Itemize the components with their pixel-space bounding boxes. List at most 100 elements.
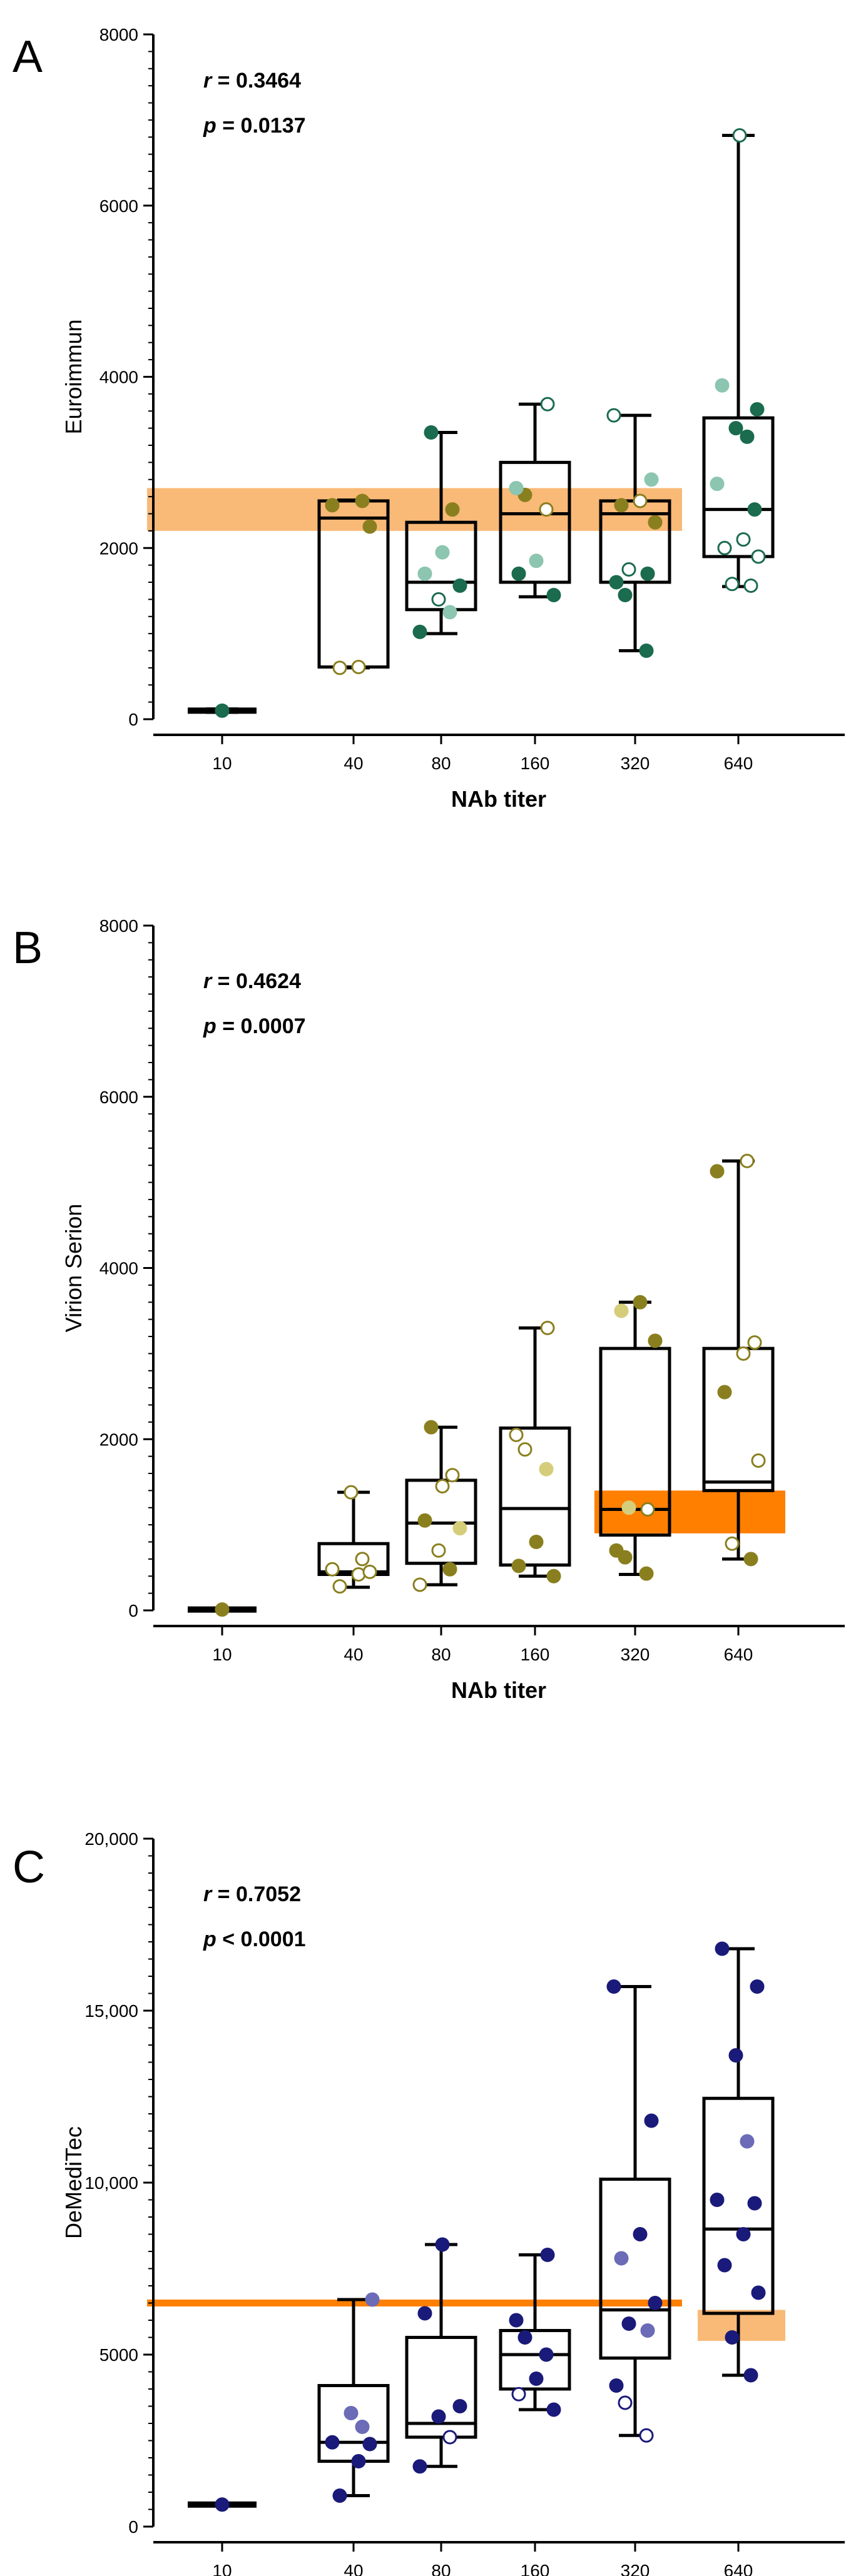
data-point (529, 1535, 544, 1549)
data-point (639, 644, 654, 658)
panel-label: B (13, 923, 43, 973)
data-point (740, 1153, 755, 1168)
data-point (332, 1579, 347, 1594)
y-axis-label: Euroimmun (61, 319, 86, 434)
box-80 (405, 430, 477, 635)
data-point (546, 1568, 561, 1583)
data-point (351, 660, 366, 675)
y-tick-label: 8000 (99, 916, 138, 936)
box-rect (702, 2096, 775, 2315)
data-point (648, 515, 663, 530)
x-tick-label: 640 (724, 754, 753, 773)
y-tick-label: 0 (128, 710, 138, 729)
stat-r-value: = 0.4624 (211, 969, 301, 993)
data-point (435, 545, 450, 560)
x-tick-label: 10 (212, 754, 232, 773)
box-rect (499, 460, 571, 584)
data-point (511, 566, 526, 581)
data-point (751, 1453, 766, 1468)
x-tick-label: 160 (521, 754, 550, 773)
data-point (710, 477, 725, 492)
box-rect (317, 2384, 390, 2463)
data-point (452, 578, 467, 593)
stat-p-value: < 0.0001 (217, 1927, 306, 1951)
data-point (609, 575, 624, 590)
stat-p-label: p (203, 1927, 217, 1951)
x-tick-label: 160 (521, 2561, 550, 2576)
box-160 (499, 402, 571, 599)
data-point (431, 2409, 446, 2424)
data-point (351, 2454, 366, 2468)
box-rect (405, 520, 477, 612)
x-tick-label: 320 (621, 2561, 650, 2576)
data-point (355, 2420, 370, 2434)
data-point (751, 2285, 766, 2300)
data-point (325, 2435, 340, 2450)
data-point (614, 1303, 629, 1318)
x-tick-label: 80 (431, 1645, 451, 1664)
stat-r-label: r (203, 1882, 213, 1906)
x-tick-label: 10 (212, 1645, 232, 1664)
data-point (431, 1543, 446, 1558)
data-point (435, 2237, 450, 2252)
data-point (546, 2402, 561, 2417)
panel-label: C (13, 1842, 45, 1892)
data-point (640, 566, 655, 581)
data-point (442, 605, 457, 620)
data-point (344, 1485, 359, 1500)
data-point (747, 502, 762, 517)
stat-p-label: p (203, 1014, 217, 1038)
data-point (743, 2368, 758, 2383)
x-tick-label: 40 (344, 2561, 363, 2576)
data-point (442, 1562, 457, 1577)
data-point (539, 502, 554, 517)
stat-p: p = 0.0137 (203, 114, 306, 138)
y-tick-label: 8000 (99, 25, 138, 44)
reference-band-0 (147, 2300, 682, 2306)
stat-p-value: = 0.0137 (217, 114, 306, 138)
data-point (609, 2378, 624, 2393)
data-point (509, 1427, 524, 1442)
x-axis-label: NAb titer (451, 786, 546, 812)
y-tick-label: 6000 (99, 196, 138, 216)
data-point (540, 1320, 555, 1335)
x-tick-label: 320 (621, 754, 650, 773)
data-point (355, 493, 370, 508)
data-point (452, 2399, 467, 2413)
data-point (715, 378, 730, 393)
data-point (614, 2251, 629, 2266)
panel-label: A (13, 32, 43, 82)
box-rect (702, 1346, 775, 1492)
box-80 (405, 2243, 477, 2468)
data-point (539, 1462, 554, 1477)
data-point (609, 1543, 624, 1558)
reference-band-1 (698, 2310, 785, 2341)
y-tick-label: 2000 (99, 538, 138, 558)
data-point (452, 1521, 467, 1536)
box-640 (702, 1947, 775, 2377)
y-tick-label: 5000 (99, 2345, 138, 2365)
data-point (728, 2048, 743, 2063)
data-point (639, 1566, 654, 1581)
data-point (621, 562, 636, 577)
box-160 (499, 1326, 571, 1578)
data-point (509, 2313, 524, 2328)
data-point (618, 588, 633, 603)
data-point (442, 2430, 457, 2445)
data-point (743, 1552, 758, 1567)
stat-p: p < 0.0001 (203, 1927, 306, 1951)
data-point (325, 498, 340, 513)
x-tick-label: 80 (431, 2561, 451, 2576)
y-tick-label: 0 (128, 2517, 138, 2537)
data-point (644, 472, 659, 487)
box-160 (499, 2253, 571, 2412)
data-point (540, 397, 555, 412)
data-point (539, 2347, 554, 2362)
data-point (639, 2428, 654, 2443)
data-point (717, 1385, 732, 1400)
data-point (648, 1333, 663, 1348)
panel-b: B 0 2000 4000 6000 8000 Virion Serion 10 40 80 160… (13, 916, 845, 1703)
data-point (445, 502, 460, 517)
stat-r-value: = 0.7052 (211, 1882, 301, 1906)
stat-r: r = 0.7052 (203, 1882, 301, 1906)
